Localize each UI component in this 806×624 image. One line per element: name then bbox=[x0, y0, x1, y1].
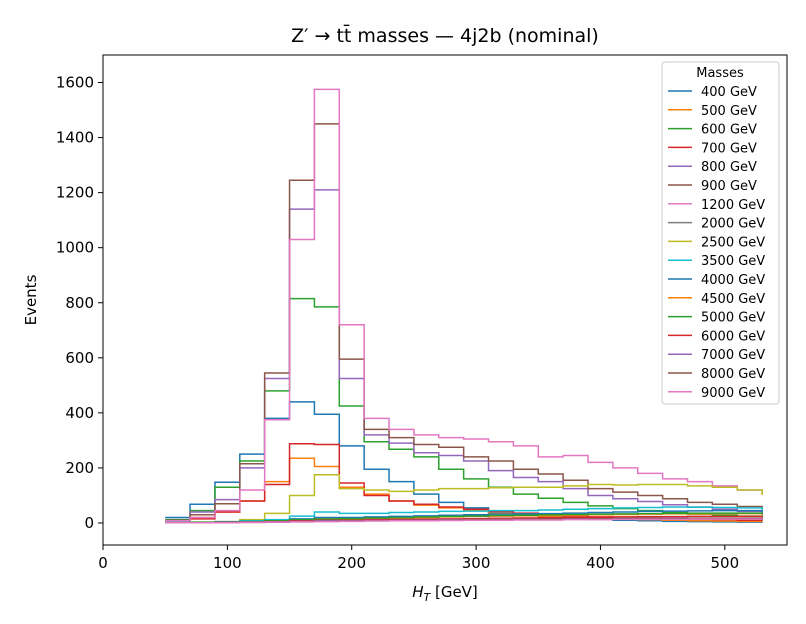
y-axis-label: Events bbox=[22, 274, 40, 325]
y-tick-label: 1000 bbox=[56, 239, 94, 257]
y-tick-label: 1600 bbox=[56, 74, 94, 92]
legend-title: Masses bbox=[696, 66, 744, 81]
legend-label-8000-gev: 8000 GeV bbox=[701, 367, 765, 382]
series-line-900-gev bbox=[165, 123, 763, 521]
legend-label-2000-gev: 2000 GeV bbox=[701, 217, 765, 232]
x-tick-label: 200 bbox=[337, 554, 366, 572]
legend-label-7000-gev: 7000 GeV bbox=[701, 348, 765, 363]
x-tick-label: 0 bbox=[98, 554, 108, 572]
x-axis-label: HT [GeV] bbox=[412, 583, 478, 604]
x-axis-ticks: 0 100 200 300 400 500 bbox=[98, 545, 739, 572]
axes-frame bbox=[102, 54, 788, 546]
y-axis-ticks: 0 200 400 600 800 1000 1200 1400 1600 bbox=[56, 74, 103, 532]
series-line-9000-gev bbox=[165, 518, 763, 524]
y-tick-label: 200 bbox=[65, 459, 94, 477]
x-tick-label: 400 bbox=[586, 554, 615, 572]
legend-label-2500-gev: 2500 GeV bbox=[701, 235, 765, 250]
plot-area bbox=[102, 54, 788, 546]
series-layer bbox=[165, 88, 763, 524]
y-tick-label: 1400 bbox=[56, 129, 94, 147]
legend-label-5000-gev: 5000 GeV bbox=[701, 311, 765, 326]
legend-label-400-gev: 400 GeV bbox=[701, 85, 757, 100]
y-tick-label: 1200 bbox=[56, 184, 94, 202]
y-tick-label: 400 bbox=[65, 404, 94, 422]
legend-label-4500-gev: 4500 GeV bbox=[701, 292, 765, 307]
legend-label-3500-gev: 3500 GeV bbox=[701, 254, 765, 269]
legend-items: 400 GeV 500 GeV 600 GeV 700 GeV 800 GeV 900 G… bbox=[668, 85, 765, 401]
legend-label-4000-gev: 4000 GeV bbox=[701, 273, 765, 288]
y-tick-label: 800 bbox=[65, 294, 94, 312]
x-label-symbol: H bbox=[412, 583, 423, 601]
series-line-1200-gev bbox=[165, 88, 763, 522]
x-tick-label: 500 bbox=[710, 554, 739, 572]
y-tick-label: 0 bbox=[84, 514, 94, 532]
legend-label-9000-gev: 9000 GeV bbox=[701, 386, 765, 401]
x-tick-label: 100 bbox=[213, 554, 242, 572]
legend-label-700-gev: 700 GeV bbox=[701, 141, 757, 156]
x-label-subscript: T bbox=[423, 591, 431, 604]
legend-label-500-gev: 500 GeV bbox=[701, 104, 757, 119]
legend-label-1200-gev: 1200 GeV bbox=[701, 198, 765, 213]
legend: Masses 400 GeV 500 GeV 600 GeV 700 GeV 800 G… bbox=[661, 61, 780, 405]
chart-title: Z′ → tt̄ masses — 4j2b (nominal) bbox=[291, 23, 599, 47]
y-tick-label: 600 bbox=[65, 349, 94, 367]
x-label-unit: [GeV] bbox=[430, 583, 478, 601]
series-line-2500-gev bbox=[165, 474, 763, 524]
legend-label-600-gev: 600 GeV bbox=[701, 123, 757, 138]
legend-label-800-gev: 800 GeV bbox=[701, 160, 757, 175]
legend-label-6000-gev: 6000 GeV bbox=[701, 329, 765, 344]
legend-label-900-gev: 900 GeV bbox=[701, 179, 757, 194]
x-tick-label: 300 bbox=[462, 554, 491, 572]
